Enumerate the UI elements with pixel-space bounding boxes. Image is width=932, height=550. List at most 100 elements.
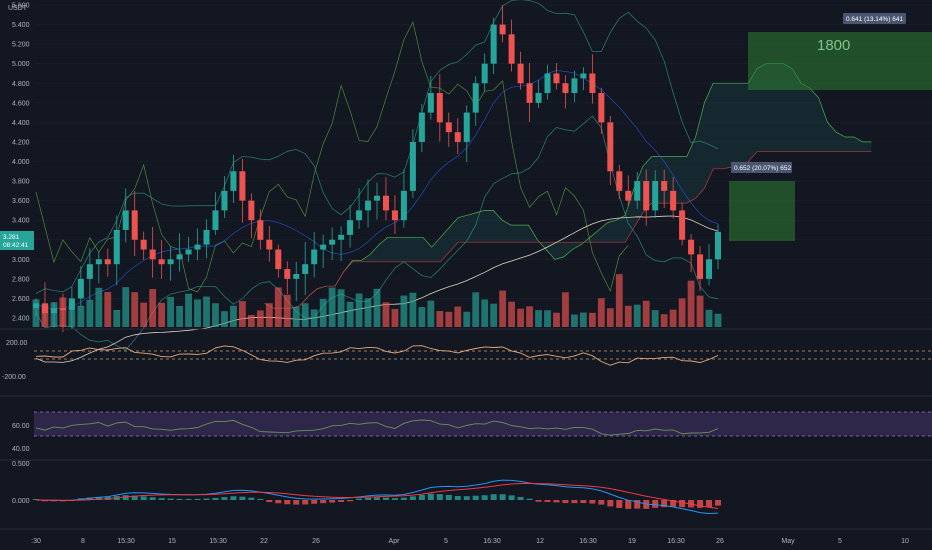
target-upper-tag[interactable] <box>843 13 906 24</box>
macd-line <box>35 479 719 515</box>
macd-pane[interactable]: 0.500 0.000 <box>12 461 721 515</box>
macd-bar <box>508 495 515 500</box>
candle-body <box>86 264 93 279</box>
macd-bar <box>194 498 201 500</box>
macd-bar <box>382 497 389 500</box>
price-tick: 2.800 <box>12 276 30 283</box>
macd-bar <box>400 497 407 500</box>
volume-bar <box>382 302 390 327</box>
price-axis[interactable]: 5.600 5.400 5.200 5.000 4.800 4.600 4.400 4.200… <box>12 3 30 323</box>
candle-body <box>68 298 75 311</box>
volume-bar <box>104 292 112 327</box>
time-label: 22 <box>260 538 268 545</box>
macd-bar <box>562 500 569 504</box>
volume-bar <box>490 303 498 327</box>
target-lower-tag[interactable] <box>731 162 792 173</box>
candle-body <box>356 210 363 221</box>
candlesticks <box>33 5 721 333</box>
candle-body <box>221 190 228 211</box>
macd-bar <box>293 500 300 505</box>
candle-body <box>562 83 569 94</box>
candle-body <box>104 259 111 265</box>
target-zone-lower[interactable] <box>729 181 795 241</box>
volume-bar <box>274 287 282 327</box>
macd-bar <box>544 500 551 502</box>
volume-bar <box>615 274 623 327</box>
volume-bar <box>77 305 85 327</box>
time-label: :30 <box>31 538 41 545</box>
candle-body <box>535 93 542 103</box>
macd-bar <box>589 500 596 504</box>
volume-bar <box>319 298 327 327</box>
macd-tick-top: 0.500 <box>12 461 30 468</box>
candle-body <box>463 112 470 142</box>
candle-body <box>697 254 704 279</box>
volume-bar <box>310 309 318 327</box>
rsi-pane[interactable]: 60.00 40.00 <box>12 411 932 453</box>
macd-bar <box>634 500 641 509</box>
volume-bar <box>579 312 587 327</box>
macd-bar <box>517 496 524 500</box>
cci-tick-200: 200.00 <box>6 340 28 347</box>
macd-bar <box>679 500 686 508</box>
price-pane[interactable]: 1800 0.641 (13.14%) 641 0.652 (20.07%) 6… <box>0 0 932 363</box>
volume-bar <box>436 311 444 327</box>
candle-body <box>167 259 174 265</box>
volume-bar <box>499 290 507 327</box>
volume-bar <box>624 305 632 327</box>
macd-bar <box>706 500 713 508</box>
cci-line <box>35 345 719 366</box>
price-tick: 4.000 <box>12 159 30 166</box>
volume-bar <box>167 296 175 327</box>
macd-bar <box>338 500 345 502</box>
macd-bar <box>571 500 578 504</box>
volume-bar <box>660 314 668 327</box>
volume-bar <box>113 309 121 327</box>
candle-body <box>616 171 623 191</box>
time-label: 8 <box>81 538 85 545</box>
macd-bar <box>311 500 318 504</box>
ichimoku-span-b <box>264 151 872 309</box>
candle-body <box>607 122 614 172</box>
macd-bar <box>302 500 309 505</box>
volume-bar <box>364 298 372 327</box>
volume-bar <box>131 292 139 327</box>
price-tick: 3.000 <box>12 257 30 264</box>
volume-bar <box>651 310 659 327</box>
candle-body <box>580 73 587 79</box>
time-label: 10 <box>901 538 909 545</box>
candle-body <box>391 210 398 221</box>
candle-body <box>490 24 497 64</box>
candle-body <box>445 122 452 133</box>
volume-bar <box>687 280 695 327</box>
price-tick: 5.400 <box>12 22 30 29</box>
rsi-tick-60: 60.00 <box>12 423 30 430</box>
candle-body <box>338 234 345 240</box>
candle-body <box>508 34 515 64</box>
candle-body <box>212 210 219 230</box>
time-label: May <box>781 538 795 545</box>
macd-bar <box>176 498 183 500</box>
volume-bar <box>400 295 408 327</box>
candle-body <box>113 229 120 265</box>
candle-body <box>284 269 291 279</box>
volume-bar <box>158 302 166 327</box>
macd-bar <box>454 495 461 500</box>
volume-bar <box>238 301 246 327</box>
macd-signal-line <box>35 482 719 509</box>
time-label: 5 <box>444 538 448 545</box>
candle-body <box>679 210 686 240</box>
candle-body <box>347 220 354 235</box>
cci-pane[interactable]: 200.00 -200.00 <box>2 340 932 381</box>
time-label: 26 <box>312 538 320 545</box>
target-zone-upper[interactable] <box>748 32 932 90</box>
macd-bar <box>535 500 542 502</box>
macd-bar <box>140 496 147 500</box>
time-axis[interactable]: :30 8 15:30 15 15:30 22 26 Apr 5 16:30 12 16:30 19 16… <box>31 538 909 545</box>
macd-tick-zero: 0.000 <box>12 498 30 505</box>
macd-bar <box>86 497 93 500</box>
candle-body <box>50 308 57 314</box>
macd-bar <box>418 494 425 500</box>
